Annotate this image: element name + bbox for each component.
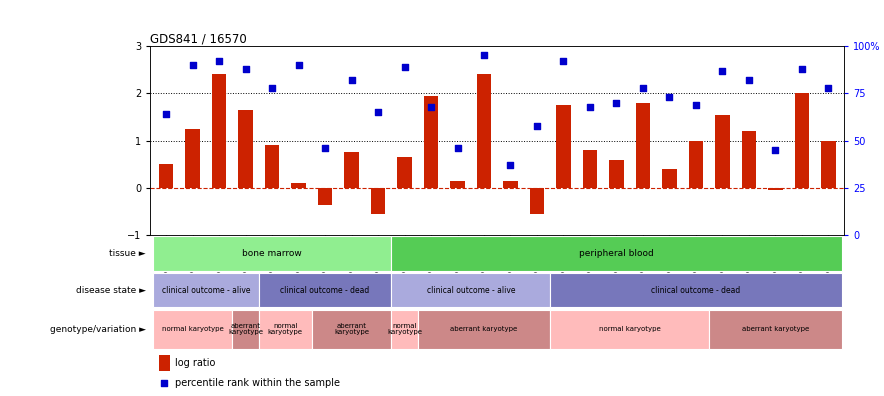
Text: clinical outcome - dead: clinical outcome - dead <box>652 286 741 295</box>
Point <box>609 100 623 106</box>
Point <box>424 103 438 110</box>
Point <box>371 109 385 115</box>
Bar <box>609 160 624 188</box>
Bar <box>503 181 518 188</box>
Point <box>477 52 492 59</box>
Bar <box>259 273 392 307</box>
Bar <box>239 110 253 188</box>
Point <box>265 84 279 91</box>
Point <box>186 62 200 68</box>
Point <box>689 101 703 108</box>
Bar <box>153 310 232 349</box>
Point <box>451 145 465 151</box>
Point <box>768 147 782 153</box>
Bar <box>259 310 312 349</box>
Point <box>159 111 173 117</box>
Text: aberrant
karyotype: aberrant karyotype <box>228 323 263 335</box>
Text: genotype/variation ►: genotype/variation ► <box>50 325 146 334</box>
Bar <box>159 164 173 188</box>
Bar <box>392 236 842 271</box>
Bar <box>159 355 170 371</box>
Bar <box>689 141 703 188</box>
Point <box>795 65 809 72</box>
Bar <box>530 188 545 214</box>
Bar <box>418 310 550 349</box>
Bar <box>265 145 279 188</box>
Point <box>345 77 359 83</box>
Point <box>318 145 332 151</box>
Bar <box>153 236 392 271</box>
Bar <box>212 74 226 188</box>
Point <box>398 64 412 70</box>
Text: clinical outcome - alive: clinical outcome - alive <box>426 286 515 295</box>
Text: clinical outcome - alive: clinical outcome - alive <box>162 286 250 295</box>
Point <box>715 67 729 74</box>
Bar <box>556 105 571 188</box>
Bar <box>423 96 438 188</box>
Bar <box>583 150 598 188</box>
Text: aberrant karyotype: aberrant karyotype <box>742 326 809 332</box>
Bar <box>153 273 259 307</box>
Bar <box>821 141 835 188</box>
Text: tissue ►: tissue ► <box>110 249 146 258</box>
Bar <box>318 188 332 205</box>
Bar <box>795 93 809 188</box>
Bar <box>709 310 842 349</box>
Bar <box>370 188 385 214</box>
Text: aberrant
karyotype: aberrant karyotype <box>334 323 370 335</box>
Point <box>742 77 756 83</box>
Point <box>212 58 226 64</box>
Bar <box>550 310 709 349</box>
Bar <box>392 273 550 307</box>
Point <box>157 380 171 386</box>
Bar <box>742 131 756 188</box>
Point <box>503 162 517 168</box>
Point <box>556 58 570 64</box>
Bar <box>768 188 782 190</box>
Bar <box>232 310 259 349</box>
Bar <box>186 129 200 188</box>
Bar <box>715 114 729 188</box>
Bar <box>292 183 306 188</box>
Bar <box>450 181 465 188</box>
Bar <box>550 273 842 307</box>
Text: clinical outcome - dead: clinical outcome - dead <box>280 286 370 295</box>
Text: GDS841 / 16570: GDS841 / 16570 <box>150 33 247 46</box>
Bar <box>662 169 676 188</box>
Text: normal karyotype: normal karyotype <box>162 326 224 332</box>
Text: normal karyotype: normal karyotype <box>598 326 660 332</box>
Text: peripheral blood: peripheral blood <box>579 249 654 258</box>
Text: normal
karyotype: normal karyotype <box>268 323 303 335</box>
Point <box>292 62 306 68</box>
Point <box>530 122 544 129</box>
Point <box>662 94 676 100</box>
Text: disease state ►: disease state ► <box>76 286 146 295</box>
Text: normal
karyotype: normal karyotype <box>387 323 422 335</box>
Bar <box>636 103 651 188</box>
Text: percentile rank within the sample: percentile rank within the sample <box>175 378 340 388</box>
Text: log ratio: log ratio <box>175 358 216 368</box>
Point <box>821 84 835 91</box>
Point <box>636 84 650 91</box>
Text: bone marrow: bone marrow <box>242 249 302 258</box>
Bar <box>312 310 392 349</box>
Point <box>239 65 253 72</box>
Point <box>583 103 597 110</box>
Bar <box>476 74 492 188</box>
Bar <box>397 157 412 188</box>
Text: aberrant karyotype: aberrant karyotype <box>450 326 518 332</box>
Bar <box>344 152 359 188</box>
Bar <box>392 310 418 349</box>
